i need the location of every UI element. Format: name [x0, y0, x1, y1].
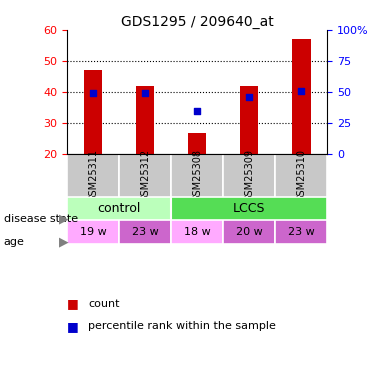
Text: GSM25312: GSM25312	[140, 149, 150, 202]
Bar	[240, 86, 259, 154]
Text: age: age	[4, 237, 25, 247]
Text: control: control	[97, 202, 141, 215]
Text: count: count	[88, 299, 119, 309]
Point	[246, 94, 252, 100]
Bar	[119, 220, 171, 244]
Bar	[119, 154, 171, 197]
Text: 23 w: 23 w	[132, 227, 159, 237]
Text: ▶: ▶	[59, 213, 69, 226]
Text: 23 w: 23 w	[288, 227, 315, 237]
Text: GSM25310: GSM25310	[296, 149, 306, 202]
Text: disease state: disease state	[4, 214, 78, 224]
Text: LCCS: LCCS	[233, 202, 265, 215]
Point	[194, 108, 200, 114]
Bar	[67, 154, 119, 197]
Bar	[67, 197, 171, 220]
Bar	[171, 154, 223, 197]
Bar	[136, 86, 154, 154]
Point	[298, 88, 304, 94]
Text: GSM25309: GSM25309	[244, 149, 254, 202]
Text: GSM25311: GSM25311	[88, 149, 98, 202]
Bar	[292, 39, 311, 154]
Text: ■: ■	[67, 297, 79, 310]
Bar	[223, 220, 275, 244]
Text: GSM25308: GSM25308	[192, 149, 202, 202]
Text: 20 w: 20 w	[236, 227, 263, 237]
Point	[142, 90, 148, 96]
Bar	[223, 154, 275, 197]
Point	[90, 90, 96, 96]
Bar	[171, 220, 223, 244]
Text: percentile rank within the sample: percentile rank within the sample	[88, 321, 276, 331]
Text: ▶: ▶	[59, 236, 69, 248]
Bar	[171, 197, 327, 220]
Bar	[84, 70, 102, 154]
Bar	[67, 220, 119, 244]
Bar	[275, 220, 327, 244]
Text: 18 w: 18 w	[184, 227, 211, 237]
Text: 19 w: 19 w	[80, 227, 106, 237]
Text: ■: ■	[67, 320, 79, 333]
Title: GDS1295 / 209640_at: GDS1295 / 209640_at	[121, 15, 273, 29]
Bar	[275, 154, 327, 197]
Bar	[188, 133, 206, 154]
